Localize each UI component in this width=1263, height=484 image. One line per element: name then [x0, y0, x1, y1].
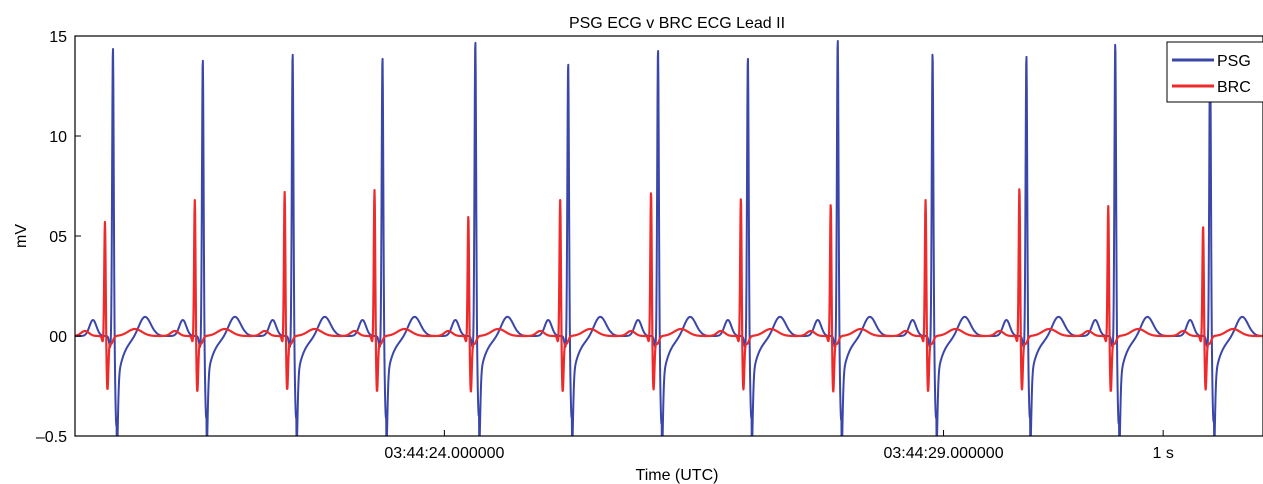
y-tick-label: 15 — [49, 29, 67, 46]
y-axis: 15 10 05 00 –0.5 — [36, 29, 81, 446]
chart-title: PSG ECG v BRC ECG Lead II — [569, 15, 785, 32]
legend: PSG BRC — [1166, 41, 1263, 103]
legend-box — [1166, 41, 1263, 103]
plot-area — [75, 40, 1263, 436]
y-tick-label: 10 — [49, 129, 67, 146]
y-axis-label: mV — [13, 224, 30, 248]
x-axis-label: Time (UTC) — [636, 467, 719, 484]
legend-label-psg: PSG — [1217, 53, 1251, 70]
legend-label-brc: BRC — [1217, 79, 1251, 96]
series-line-brc — [75, 188, 1263, 393]
x-tick-label: 03:44:29.000000 — [883, 445, 1003, 462]
y-tick-label: 05 — [49, 229, 67, 246]
axes-frame — [74, 35, 1263, 437]
y-tick-label: 00 — [49, 329, 67, 346]
x-axis: 03:44:24.000000 03:44:29.000000 1 s — [384, 430, 1174, 462]
series-line-psg — [75, 40, 1263, 436]
x-tick-label: 03:44:24.000000 — [384, 445, 504, 462]
x-tick-label: 1 s — [1152, 445, 1173, 462]
y-tick-label: –0.5 — [36, 429, 67, 446]
